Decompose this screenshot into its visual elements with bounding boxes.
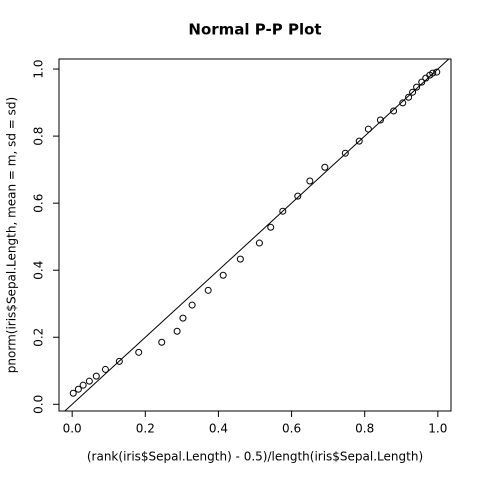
point (85, 377, 93, 385)
point (135, 348, 143, 356)
point (173, 327, 181, 335)
x-tick-label: 0.8 (355, 422, 374, 436)
point (341, 149, 349, 157)
point (413, 83, 421, 91)
point (376, 116, 384, 124)
plot-frame (58, 58, 452, 412)
point (418, 78, 426, 86)
point (255, 239, 263, 247)
point (390, 107, 398, 115)
point (399, 99, 407, 107)
point (405, 93, 413, 101)
y-tick-label: 0.2 (32, 328, 46, 347)
point (429, 69, 437, 77)
point (355, 137, 363, 145)
point (364, 125, 372, 133)
point (204, 286, 212, 294)
y-tick-label: 0.6 (32, 194, 46, 213)
point (279, 207, 287, 215)
point (294, 192, 302, 200)
point (101, 365, 109, 373)
y-axis-label: pnorm(iris$Sepal.Length, mean = m, sd = … (5, 97, 19, 373)
point (115, 357, 123, 365)
x-tick-label: 0.6 (282, 422, 301, 436)
point (188, 301, 196, 309)
point (92, 372, 100, 380)
point (74, 385, 82, 393)
reference-line (64, 59, 450, 411)
point (158, 338, 166, 346)
x-tick-label: 0.4 (209, 422, 228, 436)
y-tick-label: 0.8 (32, 127, 46, 146)
y-tick-label: 0.4 (32, 261, 46, 280)
point (79, 381, 87, 389)
point (409, 88, 417, 96)
point (433, 68, 441, 76)
chart-title: Normal P-P Plot (188, 21, 321, 39)
point (179, 314, 187, 322)
x-tick-label: 1.0 (428, 422, 447, 436)
point (236, 255, 244, 263)
x-tick-label: 0.0 (63, 422, 82, 436)
y-tick-label: 0.0 (32, 395, 46, 414)
x-axis-label: (rank(iris$Sepal.Length) - 0.5)/length(i… (87, 450, 423, 464)
point (306, 177, 314, 185)
x-tick-label: 0.2 (136, 422, 155, 436)
y-tick-label: 1.0 (32, 60, 46, 79)
point (219, 271, 227, 279)
point (321, 163, 329, 171)
point (267, 223, 275, 231)
point (69, 389, 77, 397)
